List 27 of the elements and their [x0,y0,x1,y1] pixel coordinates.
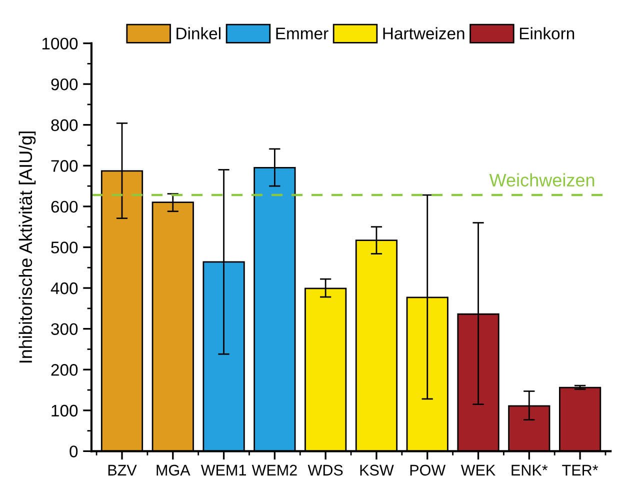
y-tick-label: 400 [50,282,78,294]
y-tick-label: 900 [51,78,78,90]
legend-label: Dinkel [176,27,220,40]
x-tick-label: WEM2 [252,464,297,476]
y-tick-label: 500 [51,242,78,254]
x-tick-label: POW [410,464,446,476]
x-tick-label: BZV [108,464,137,476]
legend-label: Einkorn [520,27,574,40]
x-tick-label: WEM1 [200,464,246,476]
x-tick-label: TER* [562,464,598,476]
x-tick-label: ENK* [512,464,548,476]
y-tick-label: 300 [51,323,78,336]
ref-line-label: Weichweizen [489,173,594,187]
y-tick-label: 800 [51,119,78,132]
legend-label: Emmer [276,28,328,40]
y-tick-label: 0 [70,446,78,458]
legend-label: Hartweizen [383,27,464,40]
y-tick-label: 200 [51,364,78,376]
y-axis-title: Inhibitorische Aktivität [AIU/g] [18,132,36,362]
x-tick-label: WDS [308,464,343,476]
x-tick-label: WEK [460,464,496,476]
x-tick-label: KSW [360,464,394,476]
y-tick-label: 600 [51,200,78,213]
y-tick-label: 700 [51,160,78,172]
x-tick-label: MGA [156,464,190,476]
y-tick-label: 100 [52,404,78,417]
y-tick-label: 1000 [42,38,78,50]
